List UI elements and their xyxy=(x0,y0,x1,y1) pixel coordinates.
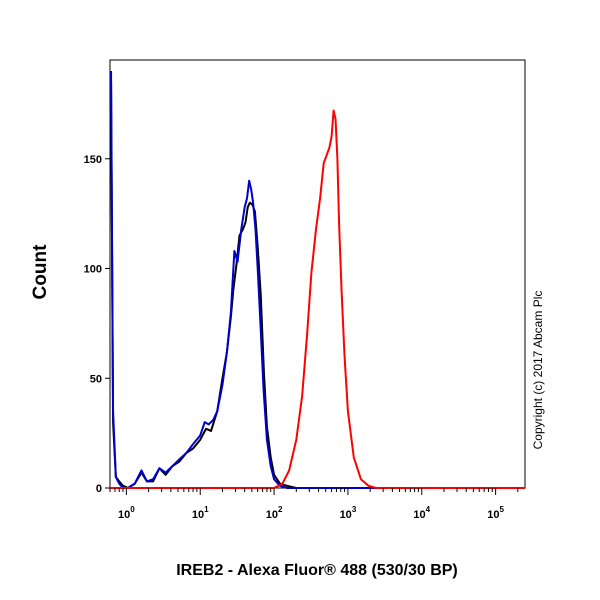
x-tick-label: 105 xyxy=(487,505,504,521)
x-axis: 100 101 102 103 104 105 xyxy=(109,488,519,521)
x-tick-label: 102 xyxy=(266,505,283,521)
x-tick-label: 104 xyxy=(413,505,430,521)
y-axis: 0 50 100 150 xyxy=(84,154,110,495)
x-tick-label: 103 xyxy=(340,505,357,521)
plot-frame xyxy=(109,59,526,489)
y-tick-label: 0 xyxy=(96,483,102,495)
y-tick-label: 150 xyxy=(84,154,102,166)
y-axis-title: Count xyxy=(30,244,51,300)
x-tick-label: 100 xyxy=(118,505,135,521)
series-line-1 xyxy=(110,81,525,489)
series-layer xyxy=(110,70,525,489)
x-tick-label: 101 xyxy=(192,505,209,521)
x-axis-title: IREB2 - Alexa Fluor® 488 (530/30 BP) xyxy=(176,562,458,579)
y-tick-label: 100 xyxy=(84,264,102,276)
series-line-3 xyxy=(110,109,525,489)
series-line-2 xyxy=(110,70,525,489)
y-tick-label: 50 xyxy=(90,373,102,385)
copyright-text: Copyright (c) 2017 Abcam Plc xyxy=(531,291,545,450)
